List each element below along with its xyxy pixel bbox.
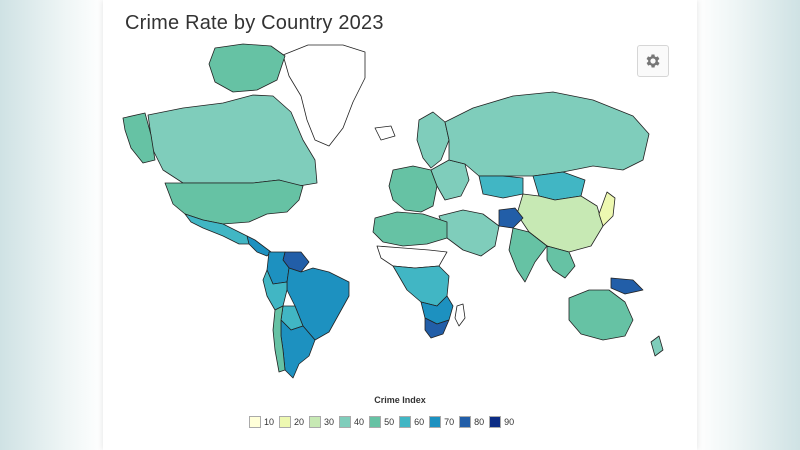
country-india[interactable]: India (508, 227, 548, 283)
country-central-africa[interactable]: Central Africa (392, 265, 450, 307)
country-kazakhstan[interactable]: Kazakhstan (478, 175, 524, 199)
legend-item[interactable]: 70 (429, 416, 454, 428)
legend-label: 70 (444, 417, 455, 427)
legend-swatch (309, 416, 322, 428)
country-north-africa[interactable]: North Africa (372, 211, 448, 247)
country-madagascar[interactable]: Madagascar (454, 303, 466, 327)
legend-label: 30 (324, 417, 335, 427)
legend-label: 40 (354, 417, 365, 427)
country-arctic-islands[interactable]: Arctic Islands (208, 43, 286, 93)
legend-label: 60 (414, 417, 425, 427)
legend-label: 20 (294, 417, 305, 427)
legend-title: Crime Index (374, 395, 426, 405)
legend-label: 80 (474, 417, 485, 427)
settings-button[interactable] (637, 45, 669, 77)
legend-item[interactable]: 20 (279, 416, 304, 428)
legend-item[interactable]: 10 (249, 416, 274, 428)
country-afghanistan[interactable]: Afghanistan (498, 207, 524, 229)
country-eastern-europe[interactable]: Eastern Europe (430, 159, 470, 201)
legend-item[interactable]: 90 (489, 416, 514, 428)
legend-label: 90 (504, 417, 515, 427)
legend-swatch (459, 416, 472, 428)
country-new-zealand[interactable]: New Zealand (650, 335, 664, 357)
country-south-africa[interactable]: South Africa (424, 317, 450, 339)
world-choropleth-map: GreenlandCanadaAlaska Arctic Islands Unite… (122, 43, 664, 379)
legend-item[interactable]: 80 (459, 416, 484, 428)
country-iceland[interactable]: Iceland (374, 125, 396, 141)
country-brazil[interactable]: Brazil (286, 267, 350, 341)
country-russia[interactable]: Russia (444, 91, 650, 177)
legend-label: 10 (264, 417, 275, 427)
legend-swatch (279, 416, 292, 428)
country-china[interactable]: China (516, 193, 604, 253)
country-chile[interactable]: Chile (272, 305, 286, 373)
country-japan[interactable]: Japan (598, 191, 616, 227)
country-scandinavia[interactable]: Scandinavia (416, 111, 450, 169)
country-central-america[interactable]: Central America (246, 235, 272, 257)
legend-swatch (429, 416, 442, 428)
country-united-states[interactable]: United States (164, 179, 304, 225)
country-southeast-asia[interactable]: Southeast Asia (546, 245, 576, 279)
country-alaska[interactable]: Alaska (122, 112, 156, 164)
legend-item[interactable]: 50 (369, 416, 394, 428)
map-card: Crime Rate by Country 2023 GreenlandCana… (103, 0, 697, 450)
country-middle-east[interactable]: Middle East (438, 209, 500, 257)
legend-swatch (399, 416, 412, 428)
country-mongolia[interactable]: Mongolia (532, 171, 586, 201)
country-western-europe[interactable]: Western Europe (388, 165, 438, 213)
gear-icon (646, 54, 660, 68)
country-sahel[interactable]: Sahel (376, 245, 448, 269)
legend: 10 20 30 40 50 60 70 80 90 (249, 414, 519, 430)
country-australia[interactable]: Australia (568, 289, 634, 341)
legend-swatch (339, 416, 352, 428)
country-canada[interactable]: Canada (147, 94, 318, 187)
legend-item[interactable]: 30 (309, 416, 334, 428)
legend-item[interactable]: 60 (399, 416, 424, 428)
legend-swatch (249, 416, 261, 428)
chart-title: Crime Rate by Country 2023 (125, 12, 384, 34)
legend-swatch (369, 416, 382, 428)
legend-item[interactable]: 40 (339, 416, 364, 428)
legend-swatch (489, 416, 502, 428)
country-papua-new-guinea[interactable]: Papua New Guinea (610, 277, 644, 295)
legend-label: 50 (384, 417, 395, 427)
country-greenland[interactable]: Greenland (282, 44, 366, 147)
